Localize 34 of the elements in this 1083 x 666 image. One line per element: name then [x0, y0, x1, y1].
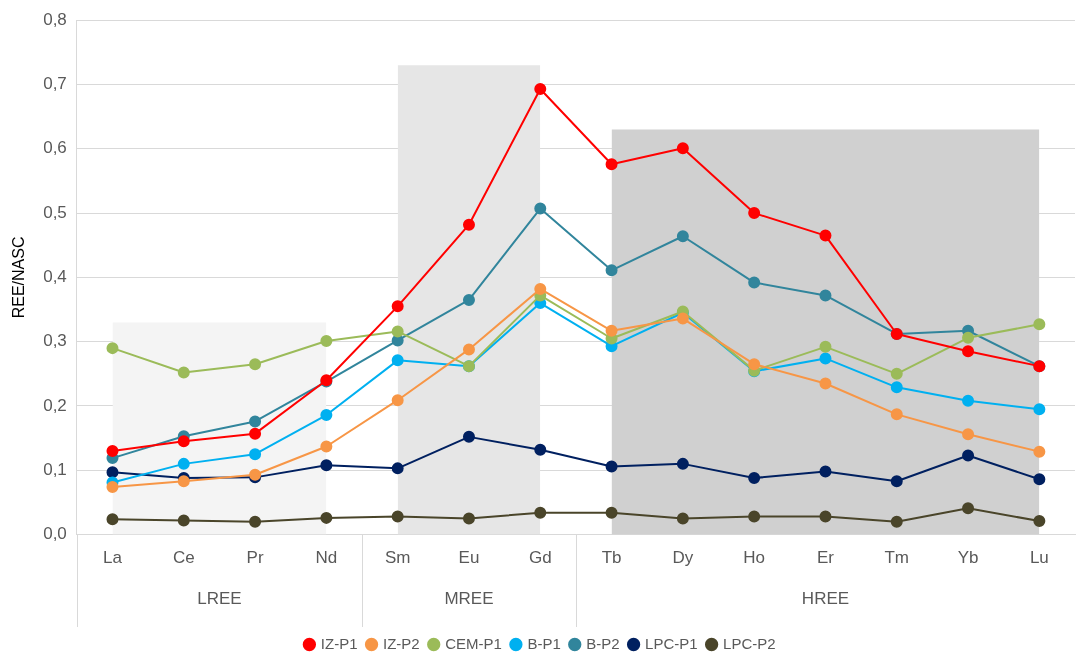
- x-tick-label: Tm: [884, 548, 910, 568]
- y-tick-label: 0,0: [43, 524, 67, 544]
- y-tick-label: 0,3: [43, 331, 67, 351]
- x-tick-label: Lu: [1029, 548, 1049, 568]
- y-tick-label: 0,1: [43, 459, 67, 479]
- x-tick-label: Nd: [315, 548, 338, 568]
- y-tick-label: 0,6: [43, 138, 67, 158]
- x-tick-label: Eu: [458, 548, 480, 568]
- legend-label: LPC-P1: [645, 634, 698, 652]
- text: LREE: [197, 588, 242, 608]
- y-tick-label: 0,8: [43, 9, 67, 29]
- legend-label: IZ-P2: [383, 634, 420, 652]
- x-tick-label: Tb: [601, 548, 622, 568]
- x-tick-label: Dy: [672, 548, 694, 568]
- x-tick-label: Pr: [246, 548, 264, 568]
- legend-label: B-P2: [586, 634, 620, 652]
- legend-label: B-P1: [527, 634, 561, 652]
- x-tick-label: Sm: [384, 548, 411, 568]
- x-tick-label: Ce: [172, 548, 195, 568]
- text: HREE: [801, 588, 850, 608]
- legend-label: LPC-P2: [723, 634, 776, 652]
- y-tick-label: 0,5: [43, 202, 67, 222]
- x-tick-label: La: [103, 548, 123, 568]
- x-tick-label: Gd: [528, 548, 552, 568]
- y-tick-label: 0,7: [43, 74, 67, 94]
- x-tick-label: Ho: [743, 548, 766, 568]
- text: MREE: [444, 588, 494, 608]
- x-tick-label: Yb: [957, 548, 979, 568]
- legend-label: CEM-P1: [445, 634, 502, 652]
- y-axis-title: REE/NASC: [10, 236, 28, 319]
- y-tick-label: 0,4: [43, 267, 67, 287]
- legend-label: IZ-P1: [320, 634, 358, 652]
- x-tick-label: Er: [816, 548, 835, 568]
- y-tick-label: 0,2: [43, 395, 67, 415]
